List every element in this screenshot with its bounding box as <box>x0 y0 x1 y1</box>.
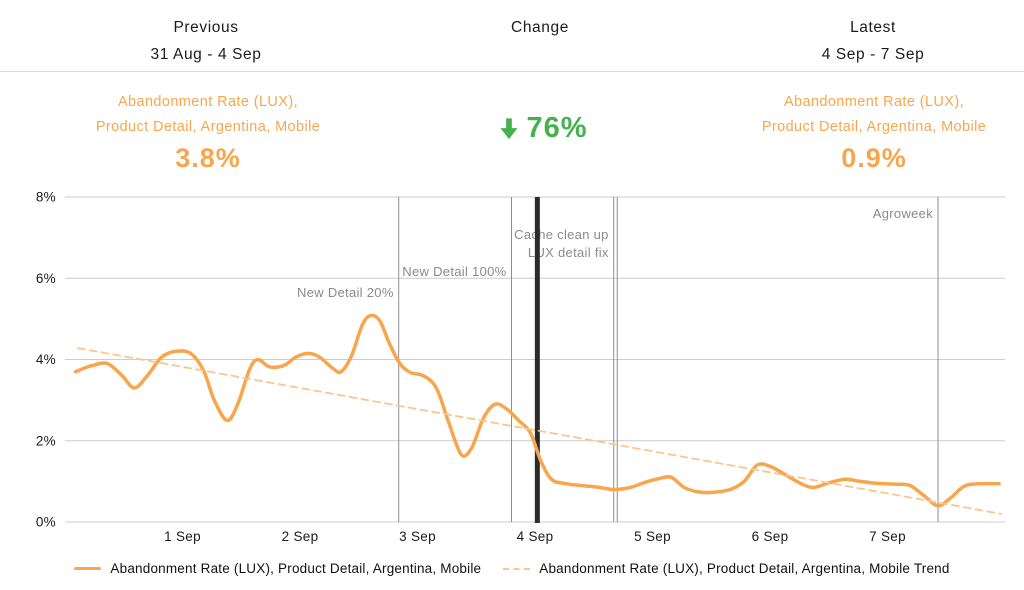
previous-metric-name-line1: Abandonment Rate (LUX), <box>117 94 299 110</box>
latest-period-header: Latest 4 Sep - 7 Sep <box>822 19 925 64</box>
x-tick-4-Sep: 4 Sep <box>517 529 554 544</box>
annotation-label-lux-detail-fix: LUX detail fix <box>528 245 609 260</box>
dashed-line-swatch-icon <box>503 567 531 570</box>
header-divider <box>0 71 1024 72</box>
latest-date-range: 4 Sep - 7 Sep <box>821 46 925 63</box>
y-tick-0%: 0% <box>36 515 56 530</box>
annotation-label-agroweek: Agroweek <box>873 206 933 221</box>
y-tick-6%: 6% <box>36 271 56 286</box>
latest-label: Latest <box>850 19 896 36</box>
legend-item-trend: Abandonment Rate (LUX), Product Detail, … <box>503 561 949 576</box>
series-line <box>73 313 1001 508</box>
down-arrow-icon <box>500 117 518 139</box>
y-tick-8%: 8% <box>36 190 56 205</box>
previous-date-range: 31 Aug - 4 Sep <box>150 46 262 63</box>
x-tick-1-Sep: 1 Sep <box>164 529 201 544</box>
x-tick-6-Sep: 6 Sep <box>752 529 789 544</box>
annotation-label-new-detail-100%: New Detail 100% <box>402 264 506 279</box>
previous-label: Previous <box>173 19 239 36</box>
change-metric-value: 76% <box>526 112 588 144</box>
change-metric: 76% <box>500 112 587 145</box>
trend-line <box>77 347 1003 515</box>
legend-item-series: Abandonment Rate (LUX), Product Detail, … <box>74 561 481 576</box>
previous-metric: Abandonment Rate (LUX), Product Detail, … <box>96 90 320 174</box>
previous-metric-name-line2: Product Detail, Argentina, Mobile <box>95 119 321 135</box>
x-tick-5-Sep: 5 Sep <box>634 529 671 544</box>
y-tick-2%: 2% <box>36 433 56 448</box>
annotation-label-new-detail-20%: New Detail 20% <box>297 285 394 300</box>
solid-line-swatch-icon <box>74 567 102 570</box>
previous-period-header: Previous 31 Aug - 4 Sep <box>151 19 262 64</box>
change-header: Change <box>511 19 569 37</box>
latest-metric-name-line1: Abandonment Rate (LUX), <box>783 94 965 110</box>
latest-metric-name-line2: Product Detail, Argentina, Mobile <box>761 119 987 135</box>
legend-series-label: Abandonment Rate (LUX), Product Detail, … <box>110 561 482 576</box>
x-tick-3-Sep: 3 Sep <box>399 529 436 544</box>
change-label: Change <box>511 19 569 36</box>
previous-metric-value: 3.8% <box>175 143 241 173</box>
latest-metric-value: 0.9% <box>841 143 907 173</box>
y-tick-4%: 4% <box>36 352 56 367</box>
x-tick-7-Sep: 7 Sep <box>869 529 906 544</box>
latest-metric: Abandonment Rate (LUX), Product Detail, … <box>762 90 986 174</box>
x-tick-2-Sep: 2 Sep <box>282 529 319 544</box>
legend-trend-label: Abandonment Rate (LUX), Product Detail, … <box>539 561 950 576</box>
annotation-label-cache-clean-up: Cache clean up <box>514 227 609 242</box>
chart-legend: Abandonment Rate (LUX), Product Detail, … <box>0 561 1024 576</box>
